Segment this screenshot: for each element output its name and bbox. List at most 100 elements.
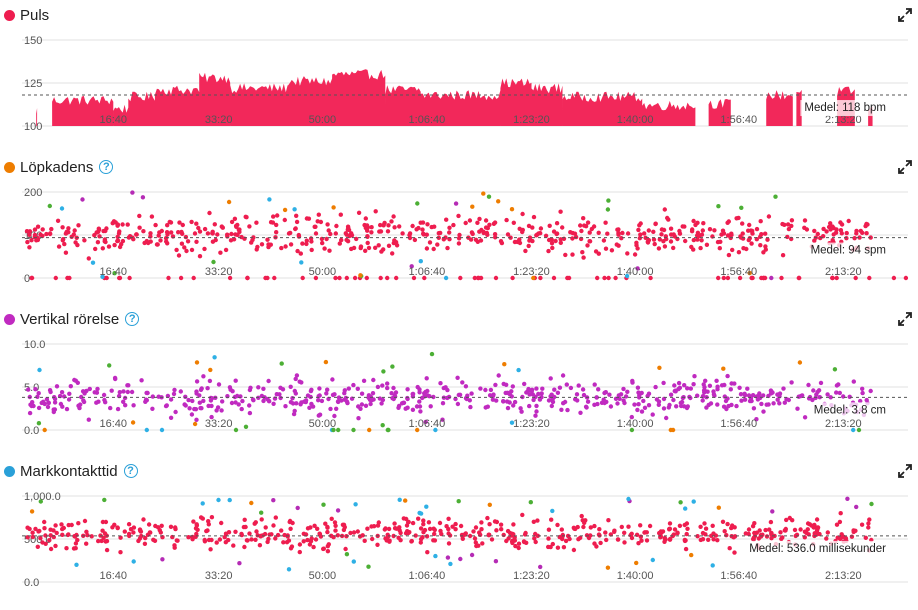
data-point bbox=[834, 390, 839, 395]
data-point bbox=[137, 213, 142, 219]
data-point bbox=[304, 238, 309, 243]
data-point bbox=[325, 387, 330, 392]
data-point bbox=[483, 387, 488, 393]
data-point bbox=[763, 231, 768, 236]
x-tick-label: 1:40:00 bbox=[617, 418, 654, 430]
data-point bbox=[546, 536, 551, 541]
data-point bbox=[307, 405, 312, 410]
expand-icon[interactable] bbox=[898, 8, 912, 22]
data-point bbox=[551, 275, 557, 281]
data-point bbox=[194, 417, 199, 422]
data-point bbox=[287, 518, 293, 524]
data-point bbox=[231, 543, 236, 548]
data-point bbox=[321, 546, 326, 552]
data-point bbox=[608, 404, 614, 409]
data-point bbox=[447, 225, 452, 230]
data-point bbox=[294, 219, 300, 225]
data-point bbox=[561, 545, 567, 550]
data-point bbox=[143, 535, 148, 541]
data-point bbox=[325, 222, 330, 227]
data-point bbox=[838, 535, 844, 540]
data-point bbox=[317, 386, 322, 391]
data-point bbox=[483, 225, 489, 230]
data-point bbox=[857, 235, 862, 240]
data-point bbox=[616, 232, 621, 237]
data-point bbox=[131, 237, 136, 242]
data-point bbox=[629, 414, 634, 420]
data-point bbox=[180, 231, 185, 236]
data-point bbox=[239, 531, 244, 537]
data-point bbox=[516, 545, 521, 551]
data-point bbox=[294, 373, 300, 378]
data-point bbox=[802, 218, 808, 223]
x-tick-label: 16:40 bbox=[99, 418, 127, 430]
expand-icon[interactable] bbox=[898, 160, 912, 174]
data-point bbox=[146, 240, 151, 246]
data-point bbox=[765, 237, 770, 242]
data-point bbox=[219, 520, 224, 526]
data-point bbox=[621, 398, 626, 403]
data-point bbox=[288, 526, 293, 531]
data-point bbox=[42, 526, 47, 531]
data-point bbox=[805, 521, 811, 526]
expand-icon[interactable] bbox=[898, 464, 912, 478]
data-point bbox=[585, 399, 591, 404]
data-point bbox=[96, 399, 101, 404]
data-point bbox=[520, 211, 525, 217]
data-point bbox=[486, 532, 491, 537]
data-point bbox=[42, 427, 47, 433]
data-point bbox=[448, 561, 453, 567]
data-point bbox=[644, 538, 650, 543]
data-point bbox=[312, 224, 317, 229]
data-point bbox=[380, 383, 385, 388]
data-point bbox=[194, 221, 199, 226]
data-point bbox=[38, 536, 43, 541]
data-point bbox=[706, 537, 711, 542]
data-point bbox=[549, 403, 554, 409]
data-point bbox=[691, 382, 696, 387]
data-point bbox=[27, 232, 32, 237]
data-point bbox=[809, 523, 814, 528]
data-point bbox=[197, 393, 202, 398]
data-point bbox=[382, 527, 387, 532]
data-point bbox=[155, 242, 160, 247]
data-point bbox=[282, 207, 288, 213]
data-point bbox=[113, 376, 118, 382]
data-point bbox=[252, 521, 257, 526]
data-point bbox=[142, 240, 147, 246]
expand-icon[interactable] bbox=[898, 312, 912, 326]
help-icon[interactable]: ? bbox=[123, 464, 138, 478]
data-point bbox=[410, 520, 416, 526]
data-point bbox=[639, 390, 644, 396]
data-point bbox=[37, 528, 42, 534]
x-tick-label: 33:20 bbox=[205, 570, 233, 582]
data-point bbox=[493, 382, 498, 388]
help-icon[interactable]: ? bbox=[99, 160, 114, 174]
x-tick-label: 2:13:20 bbox=[825, 266, 862, 278]
data-point bbox=[761, 393, 766, 398]
data-point bbox=[685, 526, 690, 531]
data-point bbox=[125, 389, 130, 395]
data-point bbox=[73, 546, 78, 551]
data-point bbox=[734, 403, 739, 409]
y-tick-label: 150 bbox=[24, 35, 42, 47]
chart-panel-markkontakt: Markkontakttid? 1,000.0 500.0 0.0 16:40 33:20… bbox=[0, 460, 918, 610]
data-point bbox=[37, 367, 42, 373]
data-point bbox=[769, 536, 774, 541]
data-point bbox=[435, 242, 440, 247]
data-point bbox=[605, 207, 611, 212]
data-point bbox=[376, 243, 381, 248]
data-point bbox=[662, 207, 667, 212]
data-point bbox=[35, 394, 40, 399]
data-point bbox=[613, 275, 618, 281]
data-point bbox=[700, 398, 705, 403]
data-point bbox=[834, 227, 839, 232]
data-point bbox=[139, 533, 144, 539]
help-icon[interactable]: ? bbox=[125, 312, 140, 326]
data-point bbox=[646, 391, 652, 396]
data-point bbox=[570, 236, 575, 241]
data-point bbox=[337, 241, 342, 246]
data-point bbox=[737, 385, 742, 390]
data-point bbox=[672, 527, 678, 532]
data-point bbox=[603, 530, 608, 535]
